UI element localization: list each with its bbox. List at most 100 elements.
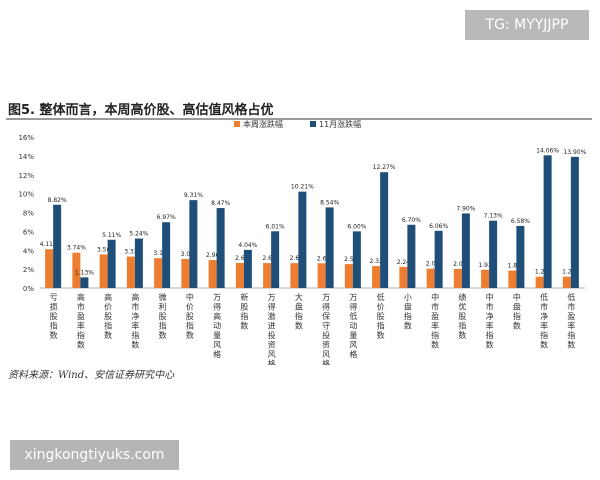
y-tick-label: 12% (18, 172, 34, 180)
data-label: 2.96 (206, 252, 220, 259)
bar-monthly (570, 156, 579, 288)
bar-weekly (72, 252, 81, 288)
bar-monthly (53, 204, 62, 288)
y-tick-label: 8% (23, 210, 34, 218)
data-label: 2.24 (397, 259, 411, 266)
bar-chart: 0% 2% 4% 6% 8% 10% 12% 14% 16% 本周涨跌幅 11月涨跌幅 4.11% 8.… (18, 120, 586, 365)
data-label: 6.58% (511, 218, 530, 225)
data-label: 2.6 (290, 255, 300, 262)
source-note: 资料来源：Wind、安信证券研究中心 (8, 370, 175, 381)
bar-weekly (481, 269, 490, 288)
data-label: 1.2 (562, 269, 572, 276)
x-tick-label: 高价股指数 (104, 292, 112, 340)
x-tick-label: 亏损股指数 (50, 293, 58, 340)
data-label: 6.97% (157, 214, 176, 221)
x-tick-label: 万得保守投资风格 (322, 293, 330, 365)
legend-swatch (234, 121, 240, 127)
bar-monthly (407, 224, 416, 288)
watermark-bottom: xingkongtiyuks.com (10, 440, 179, 470)
data-label: 2.6 (235, 255, 245, 262)
x-tick-label: 万得低动量风格 (349, 293, 357, 359)
legend-swatch (310, 121, 316, 127)
data-label: 7.13% (484, 213, 503, 220)
x-tick-label: 高市盈率指数 (77, 292, 85, 350)
x-tick-label: 大盘指数 (295, 292, 303, 331)
data-label: 1.13% (75, 269, 94, 276)
legend-label: 本周涨跌幅 (243, 120, 283, 129)
bar-weekly (453, 268, 462, 288)
bar-monthly (489, 220, 498, 288)
bar-monthly (80, 277, 89, 288)
data-label: 3.1 (153, 250, 163, 257)
data-label: 1.8 (508, 263, 518, 270)
data-label: 4.11% (40, 241, 59, 248)
data-label: 3.74% (67, 245, 86, 252)
data-label: 5.11% (102, 232, 121, 239)
bar-weekly (263, 263, 272, 288)
bar-weekly (317, 263, 326, 288)
bar-weekly (290, 263, 299, 288)
y-tick-label: 6% (23, 228, 34, 236)
bar-monthly (216, 208, 225, 288)
data-label: 2.32 (369, 258, 383, 265)
watermark-top: TG: MYYJJPP (465, 10, 589, 40)
x-tick-label: 中盘指数 (513, 292, 521, 331)
x-tick-label: 中市盈率指数 (431, 292, 439, 350)
data-label: 6.70% (402, 217, 421, 224)
bar-weekly (235, 262, 244, 288)
data-label: 8.54% (320, 199, 339, 206)
data-label: 6.06% (429, 223, 448, 230)
data-label: 14.06% (536, 147, 559, 154)
bar-weekly (508, 270, 517, 288)
data-label: 2.0 (453, 261, 463, 268)
data-label: 2.5 (344, 256, 354, 263)
y-tick-label: 2% (23, 266, 34, 274)
bar-monthly (298, 191, 307, 288)
bar-weekly (344, 264, 353, 288)
bar-weekly (372, 266, 381, 288)
bar-weekly (45, 249, 54, 288)
bar-monthly (461, 213, 470, 288)
title-divider (6, 118, 592, 120)
data-label: 9.31% (184, 192, 203, 199)
x-tick-label: 中价股指数 (186, 292, 194, 340)
data-label: 3.33 (124, 249, 138, 256)
data-label: 4.04% (238, 242, 257, 249)
x-tick-label: 新股指数 (240, 292, 248, 331)
bar-weekly (181, 258, 190, 288)
data-label: 6.01% (266, 223, 285, 230)
data-label: 13.90% (563, 149, 586, 156)
x-tick-label: 万得激进投资风格 (268, 293, 276, 365)
bar-weekly (535, 276, 544, 288)
bar-weekly (399, 266, 408, 288)
legend-label: 11月涨跌幅 (319, 120, 361, 129)
x-tick-label: 绩优股指数 (458, 292, 466, 340)
y-tick-label: 16% (18, 134, 34, 142)
data-label: 1.2 (535, 269, 545, 276)
figure-title: 图5. 整体而言，本周高价股、高估值风格占优 (8, 103, 274, 118)
bar-monthly (162, 222, 171, 288)
bar-weekly (154, 258, 163, 288)
data-label: 7.90% (456, 205, 475, 212)
x-tick-label: 万得高动量风格 (213, 293, 221, 359)
x-tick-label: 低价股指数 (377, 292, 385, 340)
x-tick-label: 中市净率指数 (486, 292, 494, 350)
data-label: 1.93 (478, 262, 492, 269)
data-label: 2.6 (317, 255, 327, 262)
data-label: 8.82% (48, 197, 67, 204)
data-label: 6.00% (347, 223, 366, 230)
bar-weekly (208, 260, 217, 288)
bar-monthly (243, 249, 252, 288)
bar-monthly (189, 200, 198, 288)
data-label: 12.27% (373, 164, 396, 171)
x-tick-label: 低市净率指数 (540, 292, 548, 350)
bar-weekly (126, 256, 135, 288)
y-tick-label: 4% (23, 247, 34, 255)
bar-weekly (99, 254, 108, 288)
data-label: 3.0 (181, 251, 191, 258)
bar-monthly (352, 231, 361, 288)
bar-monthly (271, 231, 280, 288)
data-label: 5.24% (129, 231, 148, 238)
x-tick-label: 微利股指数 (159, 292, 167, 340)
bar-monthly (134, 238, 143, 288)
